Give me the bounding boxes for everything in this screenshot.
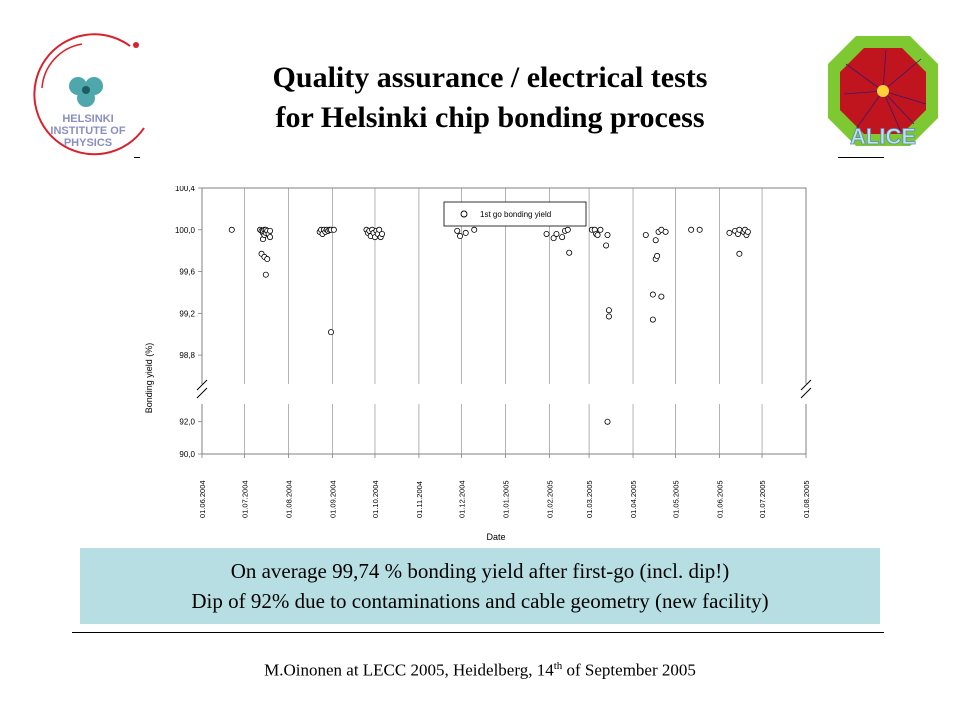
data-point [328,329,335,336]
bonding-yield-chart: 100,4 100,0 99,6 99,2 98,8 92,0 90,0 01.06.200… [126,184,826,546]
data-point [688,226,695,233]
data-point [228,226,235,233]
alice-logo-text: ALICE [850,124,916,149]
data-points [228,226,751,425]
title-rule-right [838,157,884,158]
legend-box [443,201,587,227]
data-point [744,228,751,235]
legend-marker [460,210,468,218]
break-mark [196,379,208,391]
data-point [376,226,383,233]
legend-label: 1st go bonding yield [480,210,551,219]
axis-break [194,379,814,404]
x-tick-label: 01.08.2005 [802,480,811,518]
title-line-1: Quality assurance / electrical tests [272,61,708,94]
footer-text-end: of September 2005 [562,660,696,680]
y-tick-label: 92,0 [179,418,195,427]
title-line-2: for Helsinki chip bonding process [275,101,705,134]
data-point [642,232,649,239]
logo-text-line3: PHYSICS [64,137,112,149]
y-tick-label: 99,2 [179,309,195,318]
data-point [471,226,478,233]
data-point [543,230,550,237]
logo-text-line1: HELSINKI [62,113,113,125]
data-point [726,229,733,236]
x-tick-label: 01.12.2004 [457,480,466,518]
break-mark [196,387,208,399]
grid-lines [201,188,807,458]
footer: M.Oinonen at LECC 2005, Heidelberg, 14th… [0,660,960,681]
x-tick-label: 01.11.2004 [415,481,424,518]
data-point [553,230,560,237]
x-tick-label: 01.07.2004 [241,480,250,518]
data-point [264,256,271,263]
data-point [652,237,659,244]
x-tick-label: 01.08.2004 [284,480,293,518]
axis-break-gap [194,384,814,404]
x-tick-label: 01.06.2005 [716,480,725,518]
data-point [559,234,566,241]
x-tick-label: 01.02.2005 [545,480,554,518]
slide-title: Quality assurance / electrical tests for… [160,58,820,138]
data-point [454,227,461,234]
data-point [262,271,269,278]
x-tick-label: 01.07.2005 [758,480,767,518]
break-mark [800,387,812,399]
y-axis-label: Bonding yield (%) [144,343,154,414]
summary-line-1: On average 99,74 % bonding yield after f… [230,559,730,583]
footer-rule [72,632,884,633]
data-point [604,232,611,239]
data-point [564,226,571,233]
logo-text-line2: INSTITUTE OF [50,125,125,137]
data-point [566,249,573,256]
y-tick-labels: 100,4 100,0 99,6 99,2 98,8 92,0 90,0 [175,184,202,459]
data-point [649,316,656,323]
data-point [696,226,703,233]
x-tick-label: 01.03.2005 [585,480,594,518]
data-point [594,232,601,239]
x-tick-label: 01.04.2005 [629,480,638,518]
data-point [267,227,274,234]
y-tick-label: 100,4 [175,186,196,193]
data-point [605,313,612,320]
footer-text: M.Oinonen at LECC 2005, Heidelberg, 14 [264,660,554,680]
data-point [550,235,557,242]
summary-box: On average 99,74 % bonding yield after f… [80,548,880,624]
legend: 1st go bonding yield [443,201,587,227]
data-point [649,291,656,298]
data-point [662,228,669,235]
summary-line-2: Dip of 92% due to contaminations and cab… [191,589,769,613]
data-point [736,250,743,257]
data-point [658,293,665,300]
chart-svg: 100,4 100,0 99,6 99,2 98,8 92,0 90,0 01.06.200… [144,184,814,542]
x-tick-label: 01.05.2005 [672,480,681,518]
footer-superscript: th [553,660,563,672]
data-point [597,226,604,233]
data-point [330,226,337,233]
y-tick-label: 90,0 [179,450,195,459]
helsinki-institute-of-physics-logo: HELSINKI INSTITUTE OF PHYSICS [22,28,162,162]
data-point [267,234,274,241]
data-point [604,418,611,425]
x-axis-label: Date [486,532,505,542]
data-point [605,307,612,314]
x-tick-labels: 01.06.2004 01.07.2004 01.08.2004 01.09.2004… [198,480,811,518]
data-point [462,229,469,236]
data-point [379,230,386,237]
y-tick-label: 99,6 [179,268,195,277]
data-point [457,233,464,240]
x-tick-label: 01.06.2004 [198,480,207,518]
alice-logo: ALICE [826,34,944,160]
x-tick-label: 01.01.2005 [501,480,510,518]
y-tick-label: 98,8 [179,351,195,360]
x-tick-label: 01.09.2004 [328,480,337,518]
plot-area [201,187,807,455]
data-point [654,252,661,259]
break-mark [800,379,812,391]
data-point [603,242,610,249]
x-tick-label: 01.10.2004 [371,480,380,518]
y-tick-label: 100,0 [175,226,196,235]
title-rule-left [134,157,140,158]
